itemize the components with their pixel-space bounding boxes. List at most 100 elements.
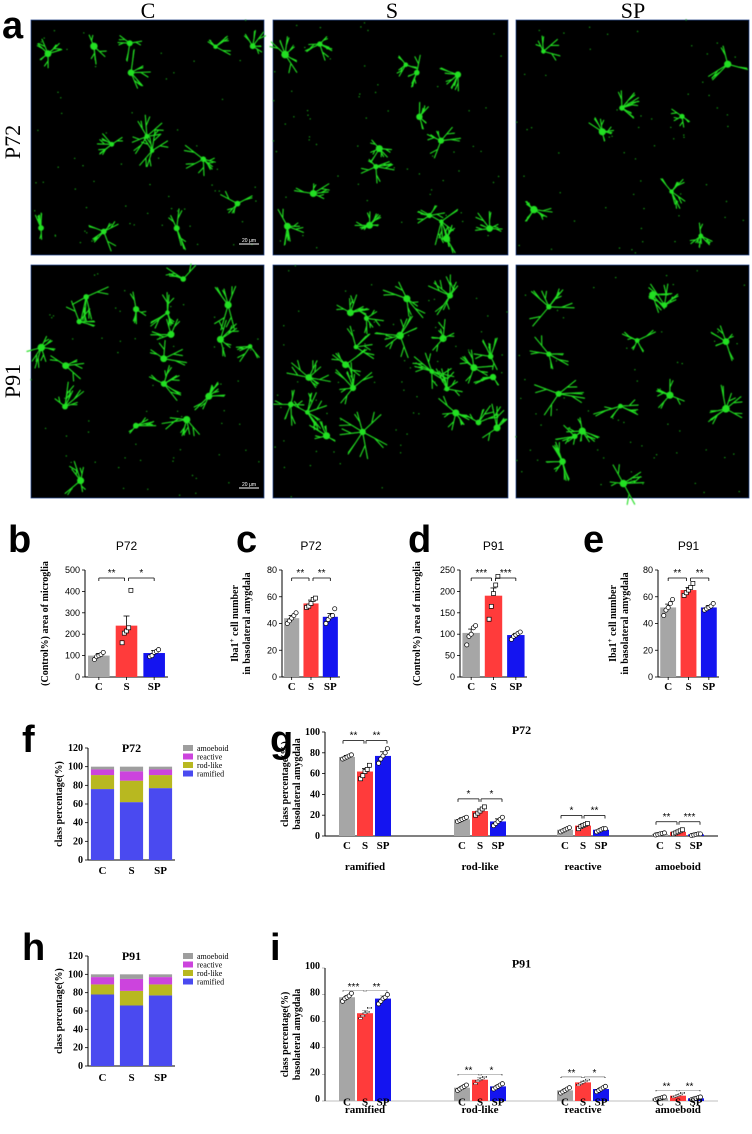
microglia-soma — [353, 344, 359, 350]
fluorescence-speck — [131, 112, 133, 114]
fluorescence-speck — [367, 29, 369, 32]
legend-swatch-ramified — [183, 978, 193, 985]
fluorescence-speck — [716, 42, 718, 44]
bar-sp — [322, 616, 338, 677]
group-label-amoeboid: amoeboid — [655, 1104, 701, 1116]
fluorescence-speck — [556, 309, 559, 312]
fluorescence-speck — [274, 446, 276, 448]
stacked-segment-ramified — [148, 788, 173, 860]
x-tick-label: SP — [324, 681, 337, 693]
fluorescence-speck — [518, 354, 520, 357]
stacked-segment-rod-like — [119, 990, 144, 1006]
fluorescence-speck — [315, 143, 318, 146]
bar-reactive-s — [575, 1082, 591, 1101]
microglia-soma — [224, 301, 232, 309]
fluorescence-speck — [337, 381, 340, 384]
fluorescence-speck — [524, 294, 527, 296]
fluorescence-speck — [91, 240, 93, 242]
fluorescence-speck — [670, 126, 672, 129]
fluorescence-speck — [655, 454, 658, 456]
fluorescence-speck — [43, 37, 45, 39]
x-tick-label: SP — [595, 840, 608, 852]
fluorescence-speck — [395, 429, 397, 431]
fluorescence-speck — [360, 26, 362, 28]
x-tick-label: C — [664, 681, 672, 693]
legend-label-amoeboid: amoeboid — [197, 744, 229, 753]
significance-label: ** — [108, 568, 116, 579]
significance-label: * — [570, 806, 574, 817]
microglia-soma — [722, 405, 730, 413]
microglia-process — [545, 441, 570, 482]
microglia-soma — [475, 419, 482, 426]
fluorescence-speck — [691, 45, 693, 47]
fluorescence-speck — [64, 397, 66, 399]
data-point — [479, 1077, 485, 1080]
y-tick-label: 120 — [68, 743, 83, 754]
fluorescence-speck — [74, 157, 76, 160]
fluorescence-speck — [563, 397, 565, 399]
x-tick-label: S — [128, 1072, 134, 1084]
fluorescence-speck — [734, 56, 736, 58]
microglia-process — [290, 392, 328, 431]
microglia-process — [566, 417, 600, 445]
fluorescence-speck — [458, 170, 460, 172]
y-axis-label: class percentage(%) — [54, 968, 65, 1054]
data-point — [688, 585, 694, 590]
microglia-process — [293, 183, 330, 200]
y-tick-label: 0 — [648, 672, 653, 682]
microglia-process — [49, 355, 85, 382]
fluorescence-speck — [42, 181, 44, 183]
fluorescence-speck — [315, 450, 318, 453]
fluorescence-speck — [708, 94, 710, 97]
microglia-soma — [619, 105, 625, 111]
chart-title: P91 — [122, 949, 141, 963]
data-point — [566, 825, 572, 831]
microglia-soma — [213, 44, 218, 49]
microglia-process — [88, 34, 107, 65]
fluorescence-speck — [290, 496, 292, 498]
fluorescence-speck — [416, 396, 418, 398]
microglia-soma — [305, 374, 313, 381]
microglia-soma — [309, 190, 317, 197]
data-point — [119, 640, 125, 646]
fluorescence-speck — [213, 346, 216, 348]
legend-swatch-rod-like — [183, 762, 193, 768]
data-point — [670, 596, 676, 602]
fluorescence-speck — [608, 136, 610, 138]
fluorescence-speck — [616, 109, 618, 111]
microglia-soma — [403, 62, 409, 67]
y-tick-label: 100 — [65, 651, 80, 661]
data-point — [665, 605, 671, 610]
microglia-soma — [133, 422, 139, 429]
data-point — [362, 1012, 368, 1015]
data-point — [367, 762, 372, 768]
fluorescence-speck — [523, 175, 525, 177]
data-point — [576, 1084, 581, 1086]
fluorescence-speck — [124, 290, 126, 292]
fluorescence-speck — [118, 466, 120, 469]
data-point — [482, 1076, 487, 1078]
y-tick-label: 40 — [643, 619, 653, 629]
microglia-process — [588, 117, 615, 142]
fluorescence-speck — [149, 183, 151, 186]
fluorescence-speck — [412, 412, 415, 414]
micrograph-image — [26, 263, 265, 499]
stacked-segment-reactive — [90, 977, 115, 985]
data-point — [384, 746, 390, 752]
fluorescence-speck — [742, 219, 744, 222]
microglia-soma — [287, 401, 294, 408]
fluorescence-speck — [170, 207, 173, 210]
fluorescence-speck — [357, 183, 360, 185]
y-axis-label: class percentage(%) — [54, 761, 65, 847]
microglia-process — [689, 222, 713, 248]
fluorescence-speck — [61, 112, 63, 115]
microglia-process — [360, 158, 395, 184]
microglia-process — [428, 274, 459, 316]
fluorescence-speck — [612, 417, 614, 420]
fluorescence-speck — [84, 230, 86, 232]
microglia-process — [148, 365, 182, 401]
group-label-rod-like: rod-like — [461, 861, 498, 873]
fluorescence-speck — [54, 235, 57, 237]
microglia-soma — [180, 276, 186, 282]
microglia-soma — [247, 344, 253, 349]
